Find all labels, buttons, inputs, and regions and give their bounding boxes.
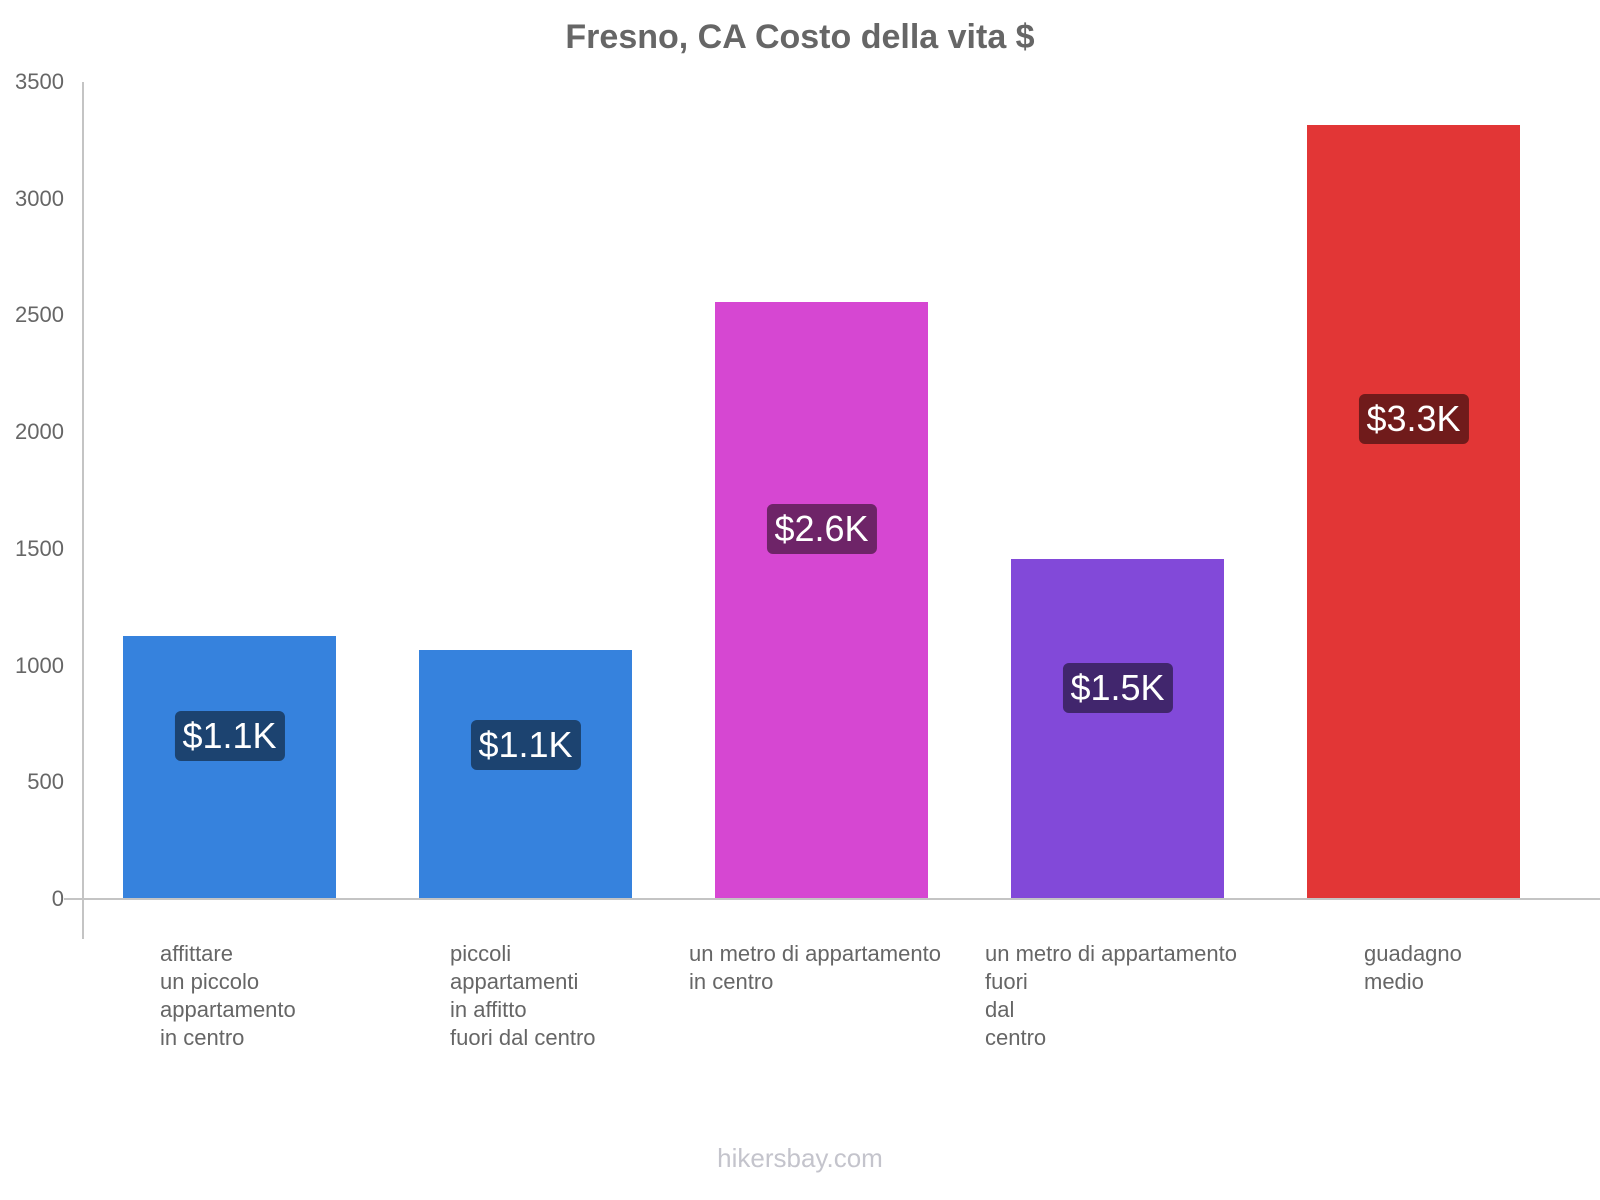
value-badge: $2.6K xyxy=(766,503,877,554)
bar xyxy=(1011,558,1224,899)
bar xyxy=(1307,124,1520,899)
bar xyxy=(123,635,336,899)
value-badge: $1.1K xyxy=(174,710,285,761)
x-category-label: affittare un piccolo appartamento in cen… xyxy=(160,941,296,1050)
y-tick-label: 1000 xyxy=(15,652,64,678)
bar xyxy=(419,649,632,899)
y-tick-label: 2500 xyxy=(15,302,64,328)
x-category-label: un metro di appartamento fuori dal centr… xyxy=(985,941,1237,1050)
x-category-label: un metro di appartamento in centro xyxy=(689,941,941,994)
y-axis-line xyxy=(82,82,84,939)
bar xyxy=(715,301,928,899)
value-badge: $3.3K xyxy=(1358,394,1469,445)
chart-title: Fresno, CA Costo della vita $ xyxy=(565,18,1035,56)
x-category-label: guadagno medio xyxy=(1364,941,1462,994)
y-tick-label: 2000 xyxy=(15,419,64,445)
y-tick-label: 3000 xyxy=(15,185,64,211)
footer-watermark: hikersbay.com xyxy=(717,1143,883,1173)
value-badge: $1.5K xyxy=(1062,663,1173,714)
y-tick-label: 0 xyxy=(51,886,64,911)
x-axis-line xyxy=(64,898,1600,900)
y-tick-label: 3500 xyxy=(15,69,64,94)
y-tick-label: 1500 xyxy=(15,535,64,561)
y-tick-label: 500 xyxy=(27,769,64,795)
x-category-label: piccoli appartamenti in affitto fuori da… xyxy=(450,941,596,1050)
value-badge: $1.1K xyxy=(470,719,581,770)
